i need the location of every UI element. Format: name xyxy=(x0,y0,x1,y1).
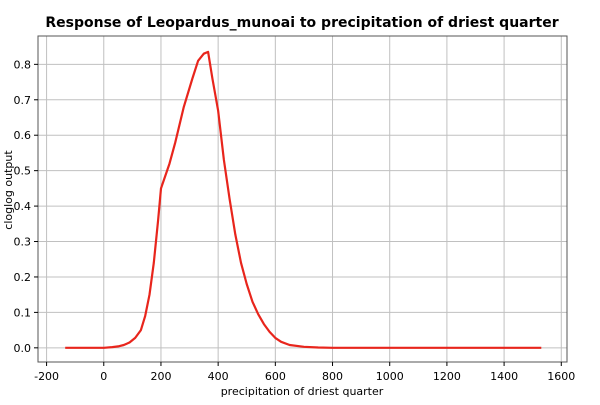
x-tick-label: 800 xyxy=(322,370,343,383)
grid xyxy=(38,36,567,362)
y-tick-label: 0.3 xyxy=(14,236,32,249)
chart-title: Response of Leopardus_munoai to precipit… xyxy=(45,15,558,31)
y-tick-label: 0.4 xyxy=(14,200,32,213)
x-tick-label: 200 xyxy=(150,370,171,383)
y-axis: 0.0 0.1 0.2 0.3 0.4 0.5 0.6 0.7 0.8 xyxy=(14,58,38,355)
x-tick-label: 1400 xyxy=(490,370,518,383)
x-axis: -200 0 200 400 600 800 1000 1200 1400 1600 xyxy=(34,362,575,383)
y-tick-label: 0.7 xyxy=(14,94,32,107)
x-axis-label: precipitation of driest quarter xyxy=(221,385,384,398)
x-tick-label: -200 xyxy=(34,370,59,383)
x-tick-label: 1000 xyxy=(376,370,404,383)
y-tick-label: 0.5 xyxy=(14,165,32,178)
y-tick-label: 0.8 xyxy=(14,58,32,71)
y-tick-label: 0.0 xyxy=(14,342,32,355)
y-tick-label: 0.1 xyxy=(14,306,32,319)
x-tick-label: 600 xyxy=(265,370,286,383)
x-tick-label: 1600 xyxy=(547,370,575,383)
x-tick-label: 1200 xyxy=(433,370,461,383)
y-axis-label: cloglog output xyxy=(2,150,15,230)
x-tick-label: 0 xyxy=(100,370,107,383)
y-tick-label: 0.6 xyxy=(14,129,32,142)
response-curve-line xyxy=(65,50,542,349)
plot-frame xyxy=(37,35,568,363)
series-layer xyxy=(65,50,542,349)
y-tick-label: 0.2 xyxy=(14,271,32,284)
x-tick-label: 400 xyxy=(208,370,229,383)
